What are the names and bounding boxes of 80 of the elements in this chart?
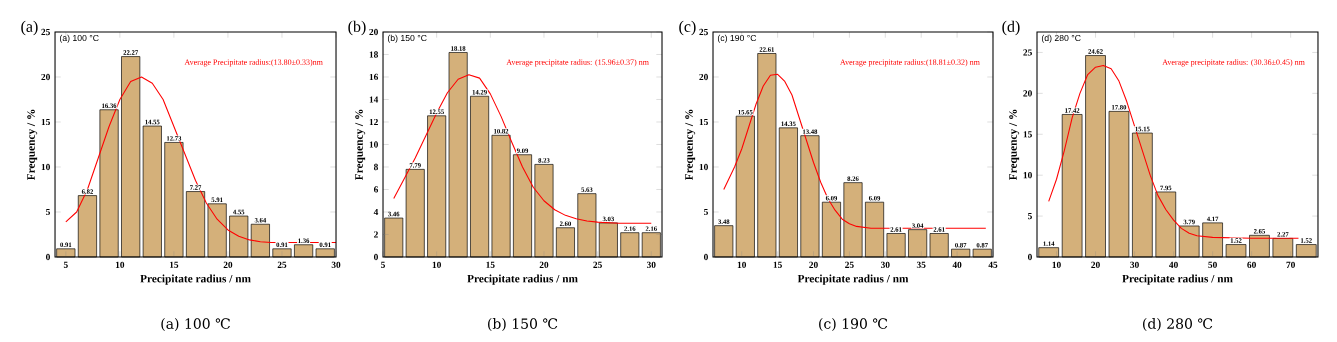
y-tick-label: 5 <box>704 208 708 216</box>
annotation: Average precipitate radius:(18.81±0.32) nm <box>840 59 980 67</box>
y-tick-label: 0 <box>46 253 50 261</box>
x-tick-label: 70 <box>1286 261 1295 268</box>
annotation: (a) 100 °C <box>59 34 99 43</box>
y-tick-label: 15 <box>41 118 50 126</box>
y-tick-label: 5 <box>1028 212 1032 220</box>
annotation: Average Precipitate radius:(13.80±0.33)nm <box>184 59 323 67</box>
x-tick-label: 60 <box>1247 261 1256 268</box>
annotation: (b) 150 °C <box>387 34 427 43</box>
text: (b) 150 ℃ <box>488 318 558 331</box>
x-tick-label: 10 <box>1052 261 1061 268</box>
y-tick-label: 8 <box>373 163 378 171</box>
x-tick-label: 10 <box>115 261 125 268</box>
y-tick-label: 10 <box>41 163 50 171</box>
x-tick-label: 15 <box>169 261 179 268</box>
y-tick-label: 20 <box>41 73 50 81</box>
y-tick-label: 20 <box>1023 90 1032 97</box>
x-axis-title: Precipitate radius / nm <box>467 274 578 285</box>
x-tick-label: 25 <box>845 261 854 268</box>
y-tick-label: 25 <box>41 28 50 36</box>
x-tick-label: 40 <box>1169 261 1178 268</box>
y-tick-label: 20 <box>699 73 708 81</box>
x-tick-label: 10 <box>432 261 441 268</box>
chart-title: (a) <box>21 20 38 36</box>
y-tick-label: 6 <box>373 186 379 193</box>
chart-title: (b) <box>348 20 366 36</box>
text: (a) 100 ℃ <box>161 318 230 331</box>
text: (c) 190 ℃ <box>819 318 888 331</box>
annotation: (c) 190 °C <box>717 34 757 43</box>
x-tick-label: 30 <box>331 261 341 268</box>
y-tick-label: 10 <box>699 163 708 171</box>
y-tick-label: 10 <box>1023 172 1032 179</box>
y-axis-title: Frequency / % <box>1009 109 1020 181</box>
annotation: (d) 280 °C <box>1041 34 1081 43</box>
annotation: Average precipitate radius: (30.36±0.45) nm <box>1162 59 1305 67</box>
annotation: Average precipitate radius: (15.96±0.37) nm <box>506 59 649 67</box>
chart-title: (c) <box>679 20 696 36</box>
x-tick-label: 50 <box>1208 261 1217 268</box>
y-tick-label: 0 <box>374 253 378 261</box>
x-axis-title: Precipitate radius / nm <box>140 274 251 285</box>
x-axis-title: Precipitate radius / nm <box>1122 274 1233 285</box>
y-tick-label: 4 <box>373 208 379 216</box>
y-axis-title: Frequency / % <box>685 109 696 181</box>
x-tick-label: 35 <box>916 261 926 268</box>
y-tick-label: 2 <box>374 231 378 238</box>
y-tick-label: 16 <box>369 73 379 81</box>
y-tick-label: 20 <box>369 28 378 36</box>
y-tick-label: 0 <box>1027 253 1032 261</box>
x-tick-label: 5 <box>63 261 68 268</box>
x-tick-label: 45 <box>988 261 998 268</box>
y-tick-label: 14 <box>369 96 379 103</box>
x-tick-label: 25 <box>277 261 287 268</box>
chart-title: (d) <box>1002 20 1020 36</box>
x-tick-label: 20 <box>809 261 818 268</box>
y-tick-label: 25 <box>1023 49 1032 56</box>
x-tick-label: 30 <box>881 261 890 268</box>
x-tick-label: 30 <box>646 261 656 268</box>
y-tick-label: 15 <box>699 118 708 126</box>
y-tick-label: 10 <box>369 141 378 148</box>
y-tick-label: 12 <box>369 118 378 126</box>
x-axis-title: Precipitate radius / nm <box>797 274 909 285</box>
y-axis-title: Frequency / % <box>27 109 38 181</box>
y-tick-label: 15 <box>1023 131 1032 138</box>
x-tick-label: 15 <box>773 261 782 268</box>
y-tick-label: 0 <box>703 253 708 261</box>
x-tick-label: 20 <box>539 261 549 268</box>
x-tick-label: 15 <box>486 261 495 268</box>
x-tick-label: 25 <box>593 261 602 268</box>
x-tick-label: 40 <box>952 261 962 268</box>
x-tick-label: 20 <box>223 261 233 268</box>
y-axis-title: Frequency / % <box>355 109 366 181</box>
x-tick-label: 30 <box>1130 261 1139 268</box>
y-tick-label: 18 <box>369 51 378 58</box>
x-tick-label: 5 <box>381 261 386 268</box>
x-tick-label: 10 <box>737 261 747 268</box>
text: (d) 280 ℃ <box>1143 318 1213 331</box>
y-tick-label: 5 <box>46 208 50 216</box>
x-tick-label: 20 <box>1091 261 1100 268</box>
y-tick-label: 25 <box>699 28 708 36</box>
